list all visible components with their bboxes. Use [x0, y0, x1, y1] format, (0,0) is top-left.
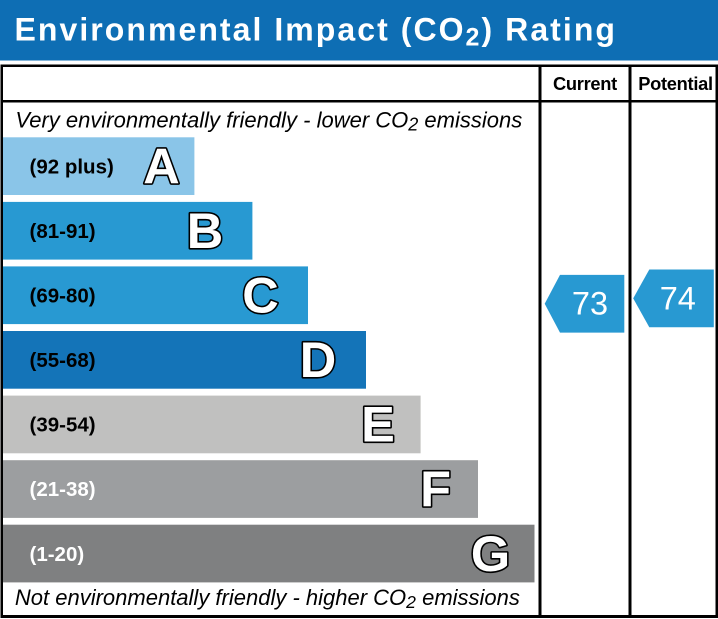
- svg-text:(21-38): (21-38): [30, 478, 96, 501]
- svg-text:73: 73: [572, 286, 608, 322]
- svg-text:E: E: [361, 396, 395, 453]
- svg-text:(55-68): (55-68): [30, 349, 96, 372]
- svg-text:Potential: Potential: [638, 73, 713, 94]
- svg-text:(92 plus): (92 plus): [30, 155, 114, 178]
- svg-text:(1-20): (1-20): [30, 543, 85, 566]
- svg-text:Not environmentally friendly -: Not environmentally friendly - higher CO…: [15, 585, 520, 612]
- svg-text:(39-54): (39-54): [30, 414, 96, 437]
- svg-text:A: A: [143, 137, 179, 194]
- svg-text:Very environmentally friendly: Very environmentally friendly - lower CO…: [15, 108, 522, 135]
- svg-text:D: D: [300, 331, 336, 388]
- svg-text:F: F: [420, 460, 451, 517]
- svg-text:Current: Current: [553, 73, 617, 94]
- svg-text:74: 74: [660, 280, 696, 316]
- svg-text:G: G: [471, 525, 510, 582]
- svg-text:Environmental Impact (CO2) Rat: Environmental Impact (CO2) Rating: [15, 11, 618, 51]
- svg-text:(69-80): (69-80): [30, 285, 96, 308]
- svg-text:B: B: [187, 202, 223, 259]
- svg-text:C: C: [242, 267, 278, 324]
- svg-text:(81-91): (81-91): [30, 220, 96, 243]
